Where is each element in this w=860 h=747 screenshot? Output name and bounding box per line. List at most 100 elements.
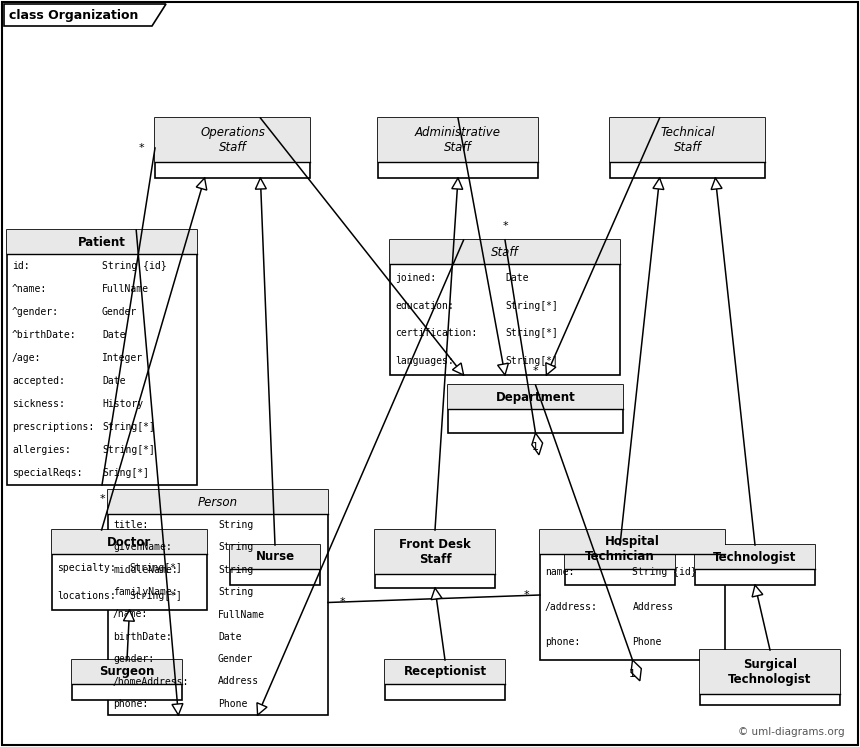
Text: Staff: Staff: [491, 246, 519, 258]
Bar: [230, 545, 320, 585]
Text: String: String: [218, 542, 253, 553]
Text: Receptionist: Receptionist: [403, 666, 487, 678]
Text: String[*]: String[*]: [505, 300, 558, 311]
Text: allergies:: allergies:: [12, 445, 71, 456]
Polygon shape: [546, 363, 556, 375]
Bar: [230, 545, 320, 569]
Text: /address:: /address:: [545, 602, 598, 612]
Text: accepted:: accepted:: [12, 376, 64, 386]
Text: sickness:: sickness:: [12, 399, 64, 409]
Text: *: *: [502, 221, 507, 231]
Text: 1: 1: [629, 669, 636, 679]
Bar: [7, 230, 197, 485]
Text: © uml-diagrams.org: © uml-diagrams.org: [739, 727, 845, 737]
Bar: [540, 530, 725, 554]
Text: String: String: [218, 565, 253, 575]
Bar: [700, 650, 840, 694]
Text: class Organization: class Organization: [9, 8, 138, 22]
Bar: [390, 240, 620, 264]
Text: familyName:: familyName:: [113, 587, 178, 597]
Text: Gender: Gender: [102, 307, 138, 317]
Bar: [378, 118, 538, 162]
Bar: [155, 118, 310, 178]
Text: *: *: [523, 590, 529, 600]
Text: String[*]: String[*]: [102, 422, 155, 433]
Text: ^name:: ^name:: [12, 284, 47, 294]
Text: Administrative
Staff: Administrative Staff: [415, 126, 501, 154]
Text: Gender: Gender: [218, 654, 253, 664]
Bar: [610, 118, 765, 178]
Bar: [695, 545, 815, 569]
Bar: [390, 240, 620, 375]
Text: String[*]: String[*]: [505, 356, 558, 366]
Text: languages:: languages:: [395, 356, 454, 366]
Bar: [108, 490, 328, 514]
Text: Phone: Phone: [632, 637, 662, 648]
Bar: [52, 530, 207, 610]
Text: /homeAddress:: /homeAddress:: [113, 677, 189, 686]
Bar: [700, 650, 840, 705]
Polygon shape: [452, 363, 464, 375]
Text: /name:: /name:: [113, 610, 148, 619]
Text: birthDate:: birthDate:: [113, 632, 172, 642]
Polygon shape: [452, 178, 463, 189]
Text: Address: Address: [632, 602, 673, 612]
Bar: [695, 545, 815, 585]
Bar: [565, 545, 675, 569]
Text: phone:: phone:: [113, 699, 148, 709]
Polygon shape: [631, 660, 642, 681]
Text: education:: education:: [395, 300, 454, 311]
Text: Date: Date: [102, 376, 126, 386]
Text: Address: Address: [218, 677, 259, 686]
Text: History: History: [102, 399, 143, 409]
Polygon shape: [196, 178, 206, 190]
Text: specialty:: specialty:: [57, 563, 116, 573]
Bar: [155, 118, 310, 162]
Polygon shape: [531, 433, 543, 455]
Text: /age:: /age:: [12, 353, 41, 363]
Bar: [385, 660, 505, 700]
Text: ^gender:: ^gender:: [12, 307, 59, 317]
Text: gender:: gender:: [113, 654, 154, 664]
Text: Technologist: Technologist: [713, 551, 796, 563]
Text: Department: Department: [495, 391, 575, 403]
Text: Integer: Integer: [102, 353, 143, 363]
Text: *: *: [532, 366, 538, 376]
Text: FullName: FullName: [102, 284, 149, 294]
Polygon shape: [124, 610, 134, 622]
Bar: [448, 385, 623, 409]
Text: String[*]: String[*]: [130, 591, 182, 601]
Text: FullName: FullName: [218, 610, 265, 619]
Text: *: *: [339, 598, 345, 607]
Text: String {id}: String {id}: [632, 567, 697, 577]
Text: id:: id:: [12, 261, 29, 270]
Bar: [375, 530, 495, 588]
Text: title:: title:: [113, 520, 148, 530]
Polygon shape: [431, 588, 442, 600]
Bar: [448, 385, 623, 433]
Text: String: String: [218, 587, 253, 597]
Polygon shape: [498, 363, 508, 375]
Polygon shape: [257, 703, 267, 715]
Text: Date: Date: [218, 632, 242, 642]
Bar: [375, 530, 495, 574]
Text: *: *: [99, 494, 105, 504]
Bar: [378, 118, 538, 178]
Polygon shape: [172, 704, 183, 715]
Text: Person: Person: [198, 495, 238, 509]
Polygon shape: [4, 4, 166, 26]
Text: String[*]: String[*]: [102, 445, 155, 456]
Text: *: *: [138, 143, 144, 153]
Bar: [108, 490, 328, 715]
Text: Sring[*]: Sring[*]: [102, 468, 149, 478]
Text: Phone: Phone: [218, 699, 248, 709]
Text: Technician: Technician: [585, 551, 654, 563]
Bar: [52, 530, 207, 554]
Text: prescriptions:: prescriptions:: [12, 422, 95, 433]
Text: Date: Date: [102, 330, 126, 340]
Bar: [565, 545, 675, 585]
Polygon shape: [653, 178, 664, 190]
Polygon shape: [255, 178, 267, 189]
Text: ^birthDate:: ^birthDate:: [12, 330, 77, 340]
Text: name:: name:: [545, 567, 574, 577]
